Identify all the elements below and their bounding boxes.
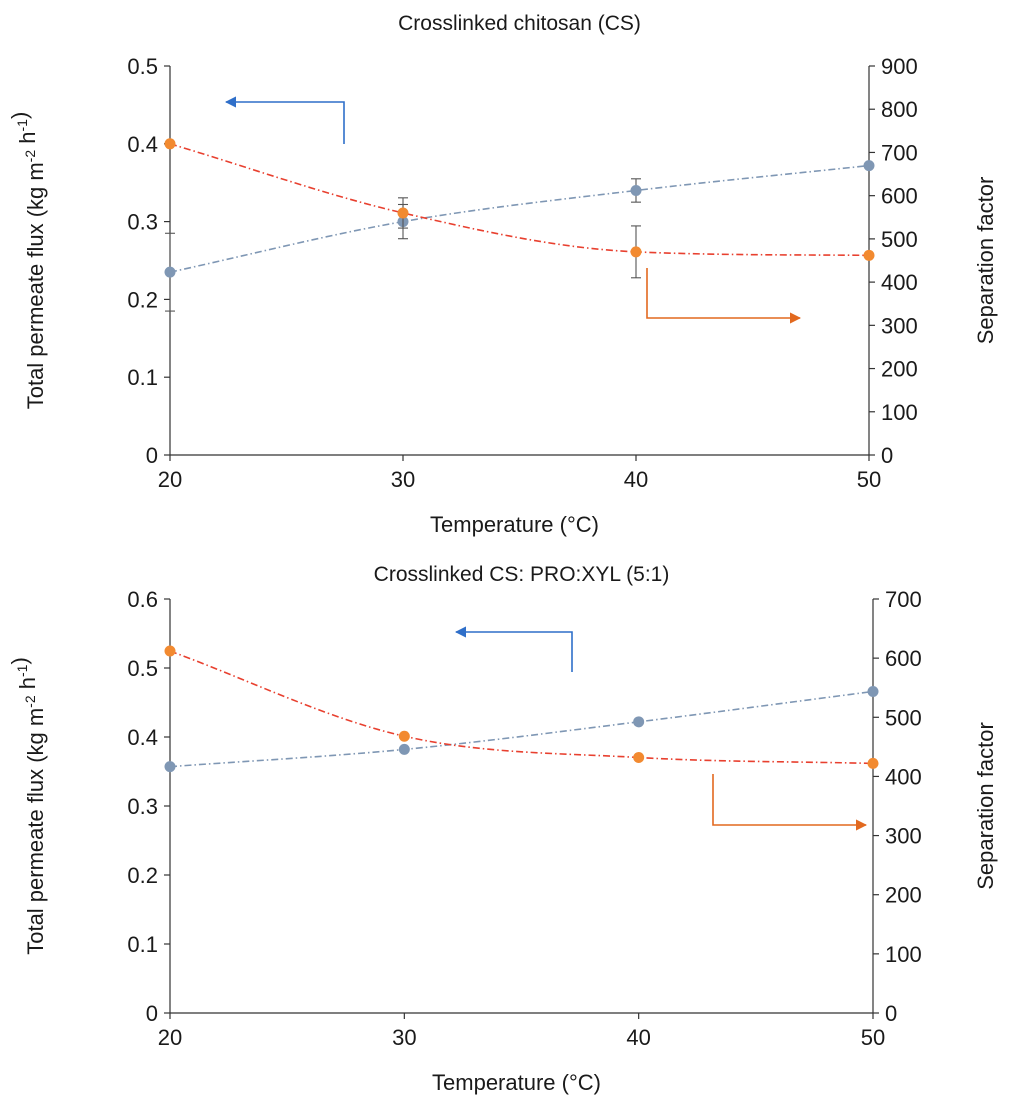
left-y-tick-label: 0.5 xyxy=(127,656,158,681)
ylabel-part: Total permeate flux (kg m xyxy=(23,708,48,955)
left-y-tick-label: 0.1 xyxy=(127,365,158,390)
ylabel-superscript: -1 xyxy=(14,119,30,132)
chart-title: Crosslinked CS: PRO:XYL (5:1) xyxy=(374,563,670,586)
left-y-axis-label: Total permeate flux (kg m-2 h-1) xyxy=(7,112,48,410)
right-y-tick-label: 600 xyxy=(885,646,922,671)
ylabel-superscript: -2 xyxy=(22,695,38,708)
x-tick-label: 20 xyxy=(158,1025,182,1050)
right-y-tick-label: 500 xyxy=(885,705,922,730)
flux-point xyxy=(398,743,410,755)
separation-point xyxy=(397,207,409,219)
x-tick-label: 40 xyxy=(624,467,648,492)
x-tick-label: 30 xyxy=(391,467,415,492)
right-y-tick-label: 400 xyxy=(881,270,918,295)
left-y-tick-label: 0.4 xyxy=(127,725,158,750)
separation-point xyxy=(633,752,645,764)
flux-point xyxy=(164,266,176,278)
separation-fit-line xyxy=(169,650,874,765)
right-y-tick-label: 700 xyxy=(885,587,922,612)
ylabel-part: ) xyxy=(7,657,32,664)
right-y-tick-label: 900 xyxy=(881,54,918,79)
left-y-tick-label: 0.6 xyxy=(127,587,158,612)
separation-point xyxy=(863,249,875,261)
ylabel-part: h xyxy=(15,131,40,149)
x-axis-label: Temperature (°C) xyxy=(430,512,599,537)
flux-point xyxy=(867,685,879,697)
separation-axis-arrow xyxy=(646,268,802,324)
flux-axis-arrow xyxy=(224,96,345,144)
right-y-axis-label: Separation factor xyxy=(973,177,998,345)
right-y-tick-label: 0 xyxy=(885,1001,897,1026)
ylabel-part: Total permeate flux (kg m xyxy=(23,162,48,409)
left-y-tick-label: 0 xyxy=(146,443,158,468)
x-tick-label: 50 xyxy=(857,467,881,492)
separation-point xyxy=(398,730,410,742)
right-y-tick-label: 100 xyxy=(885,942,922,967)
separation-fit-line xyxy=(169,143,870,257)
chart-title: Crosslinked chitosan (CS) xyxy=(398,12,641,35)
ylabel-part: h xyxy=(15,677,40,695)
x-tick-label: 40 xyxy=(626,1025,650,1050)
left-y-tick-label: 0.3 xyxy=(127,794,158,819)
ylabel-superscript: -2 xyxy=(22,150,38,163)
left-y-tick-label: 0.5 xyxy=(127,54,158,79)
right-y-tick-label: 500 xyxy=(881,227,918,252)
ylabel-part: ) xyxy=(7,112,32,119)
x-tick-label: 50 xyxy=(861,1025,885,1050)
flux-point xyxy=(164,761,176,773)
right-y-tick-label: 200 xyxy=(885,883,922,908)
x-tick-label: 30 xyxy=(392,1025,416,1050)
left-y-tick-label: 0.2 xyxy=(127,287,158,312)
right-y-tick-label: 600 xyxy=(881,184,918,209)
right-y-tick-label: 300 xyxy=(881,313,918,338)
chart-1: Crosslinked chitosan (CS)20 30 40 5000.10.2… xyxy=(7,12,998,537)
flux-fit-line xyxy=(169,690,874,768)
separation-axis-arrow xyxy=(712,774,868,831)
left-y-tick-label: 0.4 xyxy=(127,132,158,157)
separation-point xyxy=(867,757,879,769)
chart-2: Crosslinked CS: PRO:XYL (5:1)20 30 40 5000.… xyxy=(7,563,998,1095)
flux-point xyxy=(863,160,875,172)
left-y-tick-label: 0.2 xyxy=(127,863,158,888)
ylabel-superscript: -1 xyxy=(14,664,30,677)
separation-point xyxy=(164,138,176,150)
right-y-tick-label: 300 xyxy=(885,824,922,849)
right-y-tick-label: 400 xyxy=(885,764,922,789)
left-y-tick-label: 0.3 xyxy=(127,210,158,235)
right-y-axis-label: Separation factor xyxy=(973,722,998,890)
right-y-tick-label: 800 xyxy=(881,97,918,122)
separation-point xyxy=(164,645,176,657)
separation-point xyxy=(630,246,642,258)
flux-point xyxy=(630,184,642,196)
right-y-tick-label: 100 xyxy=(881,400,918,425)
left-y-tick-label: 0.1 xyxy=(127,932,158,957)
flux-fit-line xyxy=(169,164,870,273)
flux-point xyxy=(633,716,645,728)
x-axis-label: Temperature (°C) xyxy=(432,1070,601,1095)
right-y-tick-label: 700 xyxy=(881,140,918,165)
left-y-tick-label: 0 xyxy=(146,1001,158,1026)
left-y-axis-label: Total permeate flux (kg m-2 h-1) xyxy=(7,657,48,955)
x-tick-label: 20 xyxy=(158,467,182,492)
right-y-tick-label: 200 xyxy=(881,357,918,382)
flux-axis-arrow xyxy=(454,626,573,672)
right-y-tick-label: 0 xyxy=(881,443,893,468)
